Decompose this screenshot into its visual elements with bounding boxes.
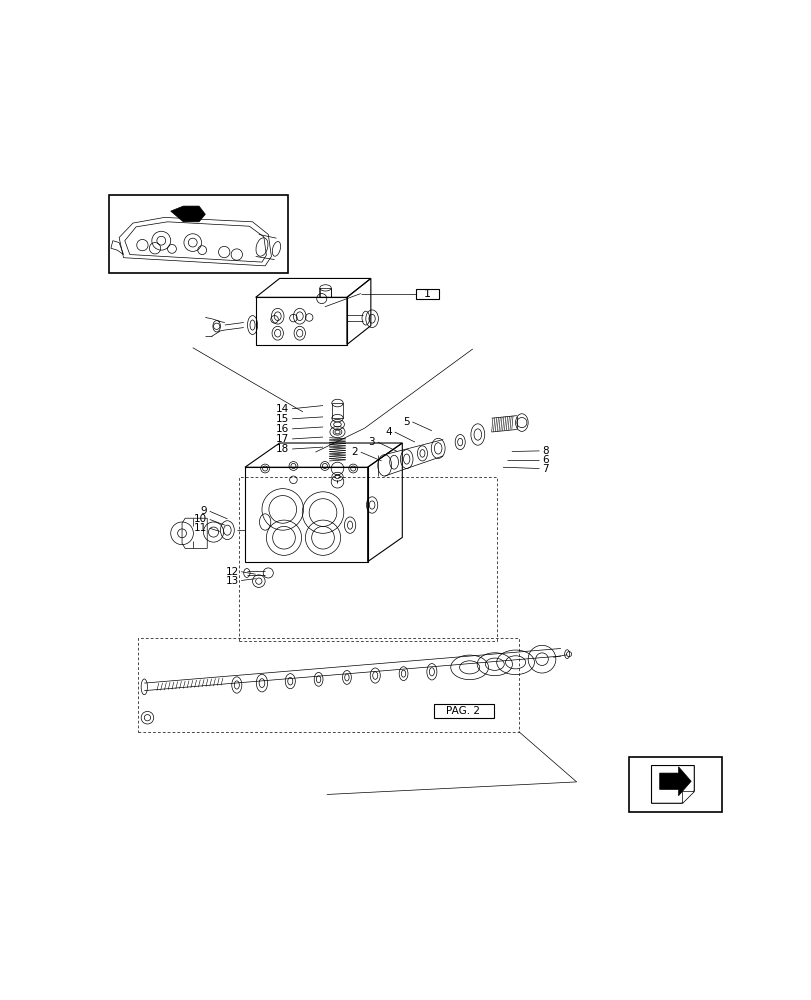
Bar bbox=[238, 477, 496, 641]
Text: 8: 8 bbox=[542, 446, 548, 456]
Polygon shape bbox=[170, 206, 205, 222]
Text: 6: 6 bbox=[542, 455, 548, 465]
Bar bbox=[628, 757, 721, 812]
Bar bbox=[109, 195, 288, 273]
Text: 16: 16 bbox=[276, 424, 289, 434]
Text: 4: 4 bbox=[385, 427, 392, 437]
Bar bbox=[138, 638, 518, 732]
Bar bbox=[416, 289, 438, 299]
Bar bbox=[332, 403, 343, 418]
Text: 5: 5 bbox=[403, 417, 410, 427]
Text: 9: 9 bbox=[200, 506, 207, 516]
Text: 1: 1 bbox=[423, 289, 431, 299]
Text: 15: 15 bbox=[276, 414, 289, 424]
Text: PAG. 2: PAG. 2 bbox=[446, 706, 480, 716]
Text: 13: 13 bbox=[225, 576, 238, 586]
Text: 2: 2 bbox=[351, 447, 358, 457]
Text: 11: 11 bbox=[194, 523, 207, 533]
Text: 17: 17 bbox=[276, 434, 289, 444]
Text: 3: 3 bbox=[368, 437, 375, 447]
Text: 10: 10 bbox=[194, 514, 207, 524]
Polygon shape bbox=[681, 791, 693, 803]
Text: 7: 7 bbox=[542, 464, 548, 474]
Polygon shape bbox=[659, 767, 690, 796]
Bar bbox=[318, 288, 331, 297]
Text: 18: 18 bbox=[276, 444, 289, 454]
Text: 14: 14 bbox=[276, 404, 289, 414]
Bar bbox=[433, 704, 493, 718]
Polygon shape bbox=[650, 766, 693, 803]
Text: 12: 12 bbox=[225, 567, 238, 577]
